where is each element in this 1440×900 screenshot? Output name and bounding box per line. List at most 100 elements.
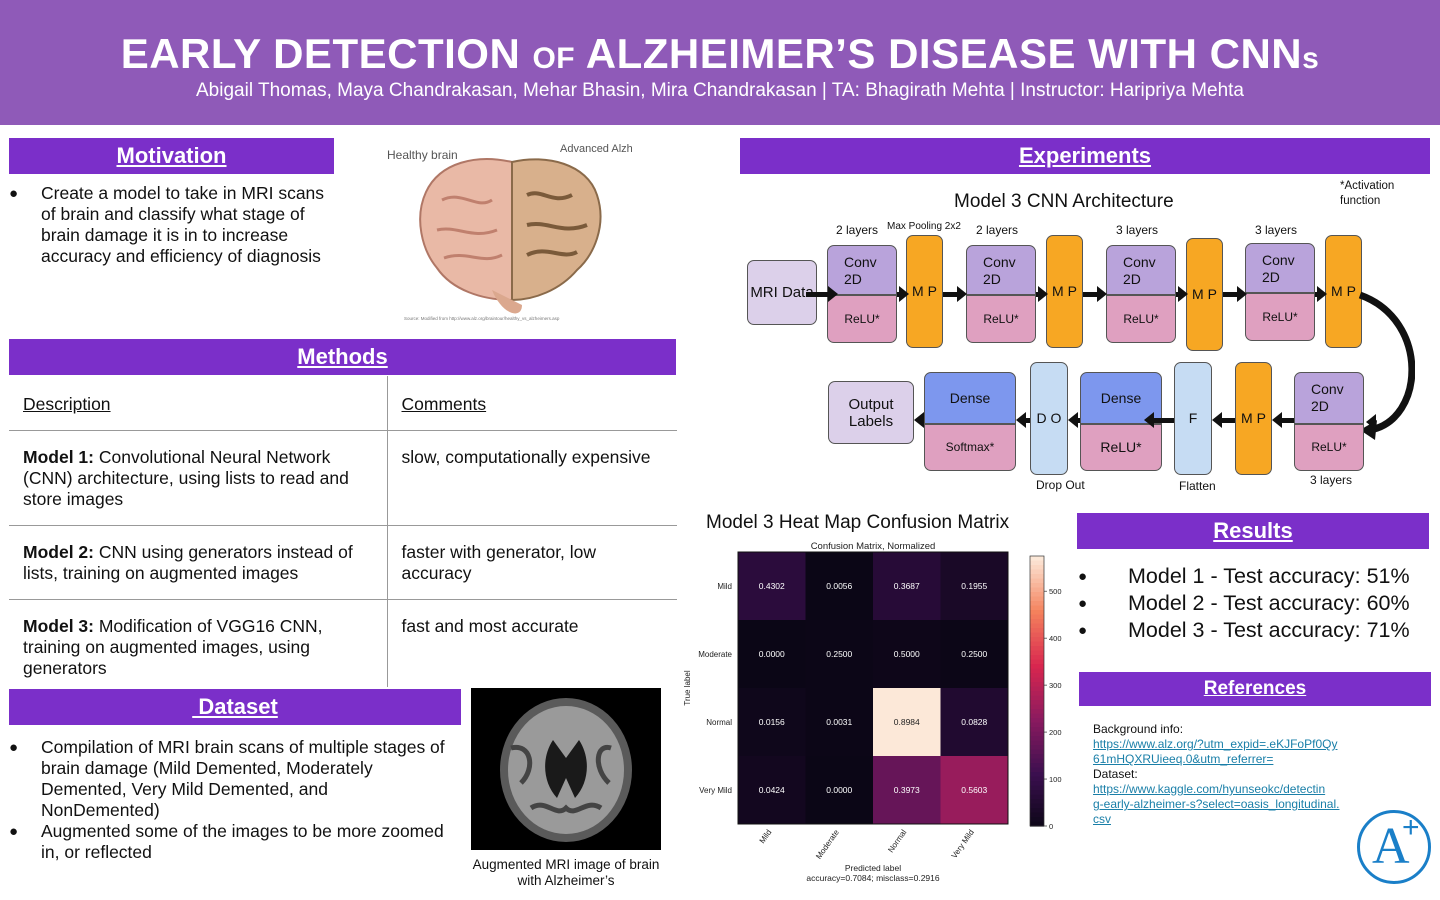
colorbar-segment [1030, 664, 1044, 670]
references-list: Background info: https://www.alz.org/?ut… [1093, 722, 1353, 827]
colorbar-segment [1030, 578, 1044, 584]
dataset-label: Dataset: [1093, 767, 1138, 781]
colorbar-segment [1030, 722, 1044, 728]
flatten-label: Flatten [1179, 479, 1216, 493]
dataset-bullets: Compilation of MRI brain scans of multip… [9, 737, 449, 863]
colorbar-segment [1030, 668, 1044, 674]
colorbar-segment [1030, 709, 1044, 715]
heatmap-frame [737, 551, 1009, 825]
dense-box: Dense [924, 372, 1016, 424]
dataset-bullet: Compilation of MRI brain scans of multip… [9, 737, 449, 821]
colorbar-segment [1030, 592, 1044, 598]
colorbar-segment [1030, 637, 1044, 643]
col-tick-label: Moderate [814, 828, 841, 861]
colorbar-segment [1030, 677, 1044, 683]
colorbar-segment [1030, 740, 1044, 746]
colorbar-segment [1030, 641, 1044, 647]
experiments-heading: Experiments [740, 138, 1430, 174]
flow-arrow [1068, 412, 1080, 428]
results-heading: Results [1077, 513, 1429, 549]
heatmap-cell [805, 620, 873, 688]
heatmap-title: Model 3 Heat Map Confusion Matrix [706, 512, 1010, 533]
col-tick-label: Mild [758, 828, 774, 845]
flow-arrow [1272, 412, 1294, 428]
colorbar-segment [1030, 587, 1044, 593]
logo-plus: + [1402, 811, 1420, 844]
model-description: Convolutional Neural Network (CNN) archi… [23, 446, 349, 509]
results-bullets: Model 1 - Test accuracy: 51% Model 2 - T… [1078, 563, 1428, 644]
col-tick-label: Very Mild [950, 828, 976, 860]
heatmap-cell [805, 552, 873, 620]
layers-label: 2 layers [976, 223, 1019, 237]
colorbar-segment [1030, 659, 1044, 665]
colorbar-segment [1030, 781, 1044, 787]
colorbar-segment [1030, 745, 1044, 751]
model-description: CNN using generators instead of lists, t… [23, 541, 353, 583]
heatmap-cell [738, 620, 806, 688]
output-labels-box: Output Labels [828, 381, 914, 444]
heatmap-cell [805, 688, 873, 756]
colorbar-segment [1030, 695, 1044, 701]
colorbar-segment [1030, 605, 1044, 611]
methods-table: Description Comments Model 1: Convolutio… [9, 376, 677, 687]
cell-value: 0.0000 [759, 649, 785, 659]
colorbar-segment [1030, 790, 1044, 796]
background-link[interactable]: https://www.alz.org/?utm_expid=.eKJFoPf0… [1093, 737, 1338, 766]
colorbar-segment [1030, 727, 1044, 733]
cell-value: 0.2500 [826, 649, 852, 659]
logo-letter: A [1372, 818, 1410, 875]
colorbar-segment [1030, 767, 1044, 773]
activation-note: *Activation function [1340, 180, 1395, 207]
y-axis-label: True label [683, 670, 692, 706]
colorbar-segment [1030, 574, 1044, 580]
colorbar-segment [1030, 785, 1044, 791]
colorbar-segment [1030, 569, 1044, 575]
layers-label: 3 layers [1255, 223, 1298, 237]
flow-arrow [1083, 286, 1107, 302]
cell-value: 0.8984 [894, 717, 920, 727]
colorbar-segment [1030, 731, 1044, 737]
relu-box: ReLU* [1294, 424, 1364, 471]
maxpool-box: M P [1186, 238, 1223, 351]
colorbar-tick-label: 300 [1049, 681, 1062, 690]
colorbar-segment [1030, 556, 1044, 562]
conv2d-box: Conv 2D [1245, 243, 1315, 293]
col-description-header: Description [9, 376, 388, 431]
row-tick-label: Moderate [698, 650, 732, 659]
result-item: Model 2 - Test accuracy: 60% [1078, 590, 1428, 617]
relu-box: ReLU* [827, 295, 897, 343]
dataset-heading: Dataset [9, 689, 461, 725]
motivation-bullet: Create a model to take in MRI scans of b… [9, 183, 339, 267]
background-label: Background info: [1093, 722, 1184, 736]
conv2d-box: Conv 2D [966, 245, 1036, 295]
cell-value: 0.0031 [826, 717, 852, 727]
colorbar-segment [1030, 614, 1044, 620]
flow-arrow [1144, 412, 1174, 428]
heatmap-cell [940, 756, 1008, 824]
colorbar-segment [1030, 691, 1044, 697]
cell-value: 0.3687 [894, 581, 920, 591]
colorbar-segment [1030, 632, 1044, 638]
colorbar-tick-label: 200 [1049, 728, 1062, 737]
colorbar-segment [1030, 673, 1044, 679]
colorbar-tick-label: 100 [1049, 775, 1062, 784]
accuracy-footer: accuracy=0.7084; misclass=0.2916 [806, 873, 940, 883]
cell-value: 0.4302 [759, 581, 785, 591]
poster-header: EARLY DETECTION OF ALZHEIMER’S DISEASE W… [0, 0, 1440, 125]
confusion-matrix-chart: Confusion Matrix, Normalized 0.4302 0.0056… [683, 541, 1062, 883]
conv2d-box: Conv 2D [1106, 245, 1176, 295]
author-list: Abigail Thomas, Maya Chandrakasan, Mehar… [196, 80, 1244, 101]
dataset-link[interactable]: https://www.kaggle.com/hyunseokc/detecti… [1093, 782, 1340, 826]
maxpool-box: M P [1046, 235, 1083, 348]
title-part-b: ALZHEIMER’S DISEASE WITH CNN [585, 30, 1303, 77]
colorbar-segment [1030, 821, 1044, 827]
colorbar-segment [1030, 700, 1044, 706]
title-part-of: OF [532, 42, 576, 75]
flow-arrow [1176, 286, 1188, 302]
max-pool-label: Max Pooling 2x2 [887, 221, 961, 232]
table-row: Model 1: Convolutional Neural Network (C… [9, 430, 677, 526]
relu-box: ReLU* [966, 295, 1036, 343]
dropout-box: D O [1030, 362, 1068, 475]
colorbar-segment [1030, 565, 1044, 571]
cell-value: 0.3973 [894, 785, 920, 795]
